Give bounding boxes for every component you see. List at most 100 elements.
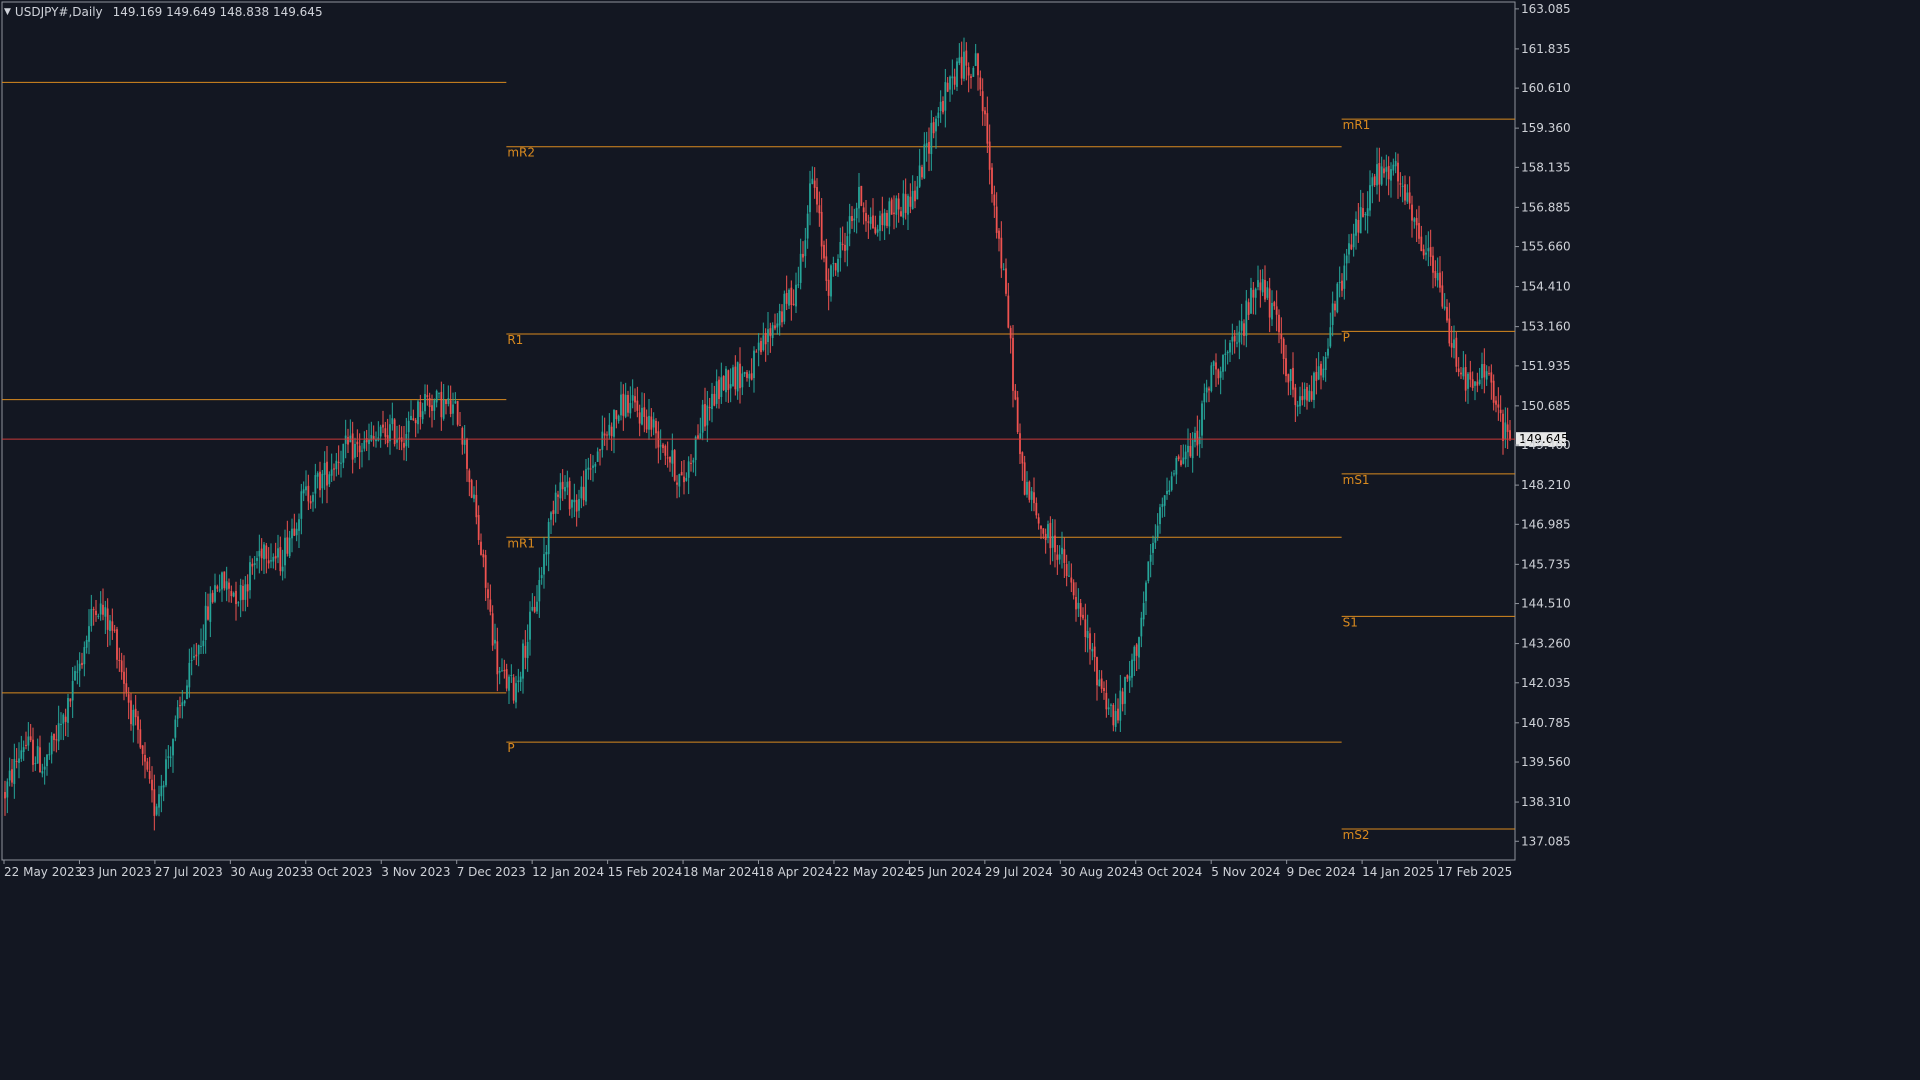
candle-body <box>1425 252 1427 255</box>
candle-body <box>165 759 167 786</box>
candle-body <box>120 660 123 673</box>
candle-body <box>1254 288 1257 298</box>
candle-body <box>1005 268 1007 294</box>
dropdown-triangle-icon[interactable]: ▼ <box>4 7 11 17</box>
candle-body <box>1373 176 1376 186</box>
candle-body <box>785 292 788 304</box>
candle-body <box>687 461 690 478</box>
candle-body <box>995 206 998 233</box>
candle-body <box>615 410 618 420</box>
candle-body <box>881 213 884 226</box>
candle-body <box>307 485 310 502</box>
candle-body <box>561 481 564 490</box>
candle-body <box>214 585 216 602</box>
y-tick-label: 142.035 <box>1521 676 1571 690</box>
candle-body <box>347 437 349 445</box>
candle-body <box>578 499 580 511</box>
candle-body <box>435 390 438 403</box>
candle-body <box>757 342 760 351</box>
candle-body <box>365 438 368 443</box>
candle-body <box>1133 646 1136 662</box>
candle-body <box>939 101 942 112</box>
candle-body <box>1058 554 1061 560</box>
candle-body <box>1086 630 1089 639</box>
candle-body <box>1180 460 1182 466</box>
level-label: mR1 <box>1343 118 1371 132</box>
candle-body <box>57 723 60 742</box>
candle-body <box>1000 237 1003 269</box>
candle-body <box>900 211 902 216</box>
candle-body <box>713 393 716 406</box>
candle-body <box>1072 582 1075 596</box>
candle-body <box>281 566 284 572</box>
candle-body <box>853 218 856 221</box>
candle-body <box>118 659 121 661</box>
candle-body <box>1474 381 1476 386</box>
candle-body <box>550 512 552 520</box>
candle-body <box>1205 387 1208 393</box>
candle-body <box>834 263 837 271</box>
candle-body <box>1201 403 1203 436</box>
candle-body <box>678 474 681 487</box>
candle-body <box>552 510 555 515</box>
candle-body <box>1404 184 1406 201</box>
candle-body <box>932 122 935 134</box>
x-tick-label: 18 Mar 2024 <box>683 865 759 879</box>
candle-body <box>960 56 963 79</box>
candle-body <box>1203 393 1206 403</box>
candle-body <box>67 698 69 723</box>
candle-body <box>1047 524 1049 538</box>
candle-body <box>1401 185 1404 187</box>
candle-body <box>662 444 664 449</box>
candle-body <box>489 599 492 612</box>
candle-body <box>1289 369 1292 382</box>
symbol-label: USDJPY#,Daily <box>14 5 103 19</box>
candle-body <box>1273 302 1276 307</box>
candle-body <box>414 419 417 424</box>
candle-body <box>393 419 396 445</box>
candle-body <box>636 400 639 411</box>
candle-body <box>309 501 312 504</box>
candle-body <box>1219 371 1222 378</box>
candle-body <box>652 419 655 428</box>
candle-body <box>1364 214 1367 216</box>
price-axis[interactable]: 163.085 161.835 160.610 159.360 158.135 156.8… <box>1515 2 1571 848</box>
candle-body <box>363 440 366 449</box>
y-tick-label: 156.885 <box>1521 200 1571 214</box>
candle-body <box>361 450 363 452</box>
x-tick-label: 3 Oct 2024 <box>1136 865 1203 879</box>
candle-body <box>928 141 930 154</box>
candle-body <box>1436 273 1439 281</box>
candle-body <box>113 629 116 631</box>
candle-body <box>137 716 139 730</box>
candle-body <box>193 656 195 658</box>
candle-body <box>76 671 79 673</box>
candle-body <box>895 198 898 215</box>
candle-body <box>522 643 524 679</box>
candle-body <box>1261 279 1264 293</box>
candle-body <box>879 215 881 231</box>
candle-body <box>792 303 795 305</box>
chart-header: ▼ USDJPY#,Daily 149.169 149.649 148.838 … <box>4 4 323 20</box>
candle-body <box>452 404 454 414</box>
candle-body <box>351 433 354 460</box>
y-tick-label: 144.510 <box>1521 597 1571 611</box>
candle-body <box>743 372 746 374</box>
candle-body <box>697 435 699 439</box>
candle-body <box>916 186 919 200</box>
candle-body <box>69 698 72 702</box>
candle-body <box>1194 432 1196 442</box>
candle-body <box>200 645 202 647</box>
candle-body <box>344 435 347 444</box>
candle-body <box>132 709 135 726</box>
candle-body <box>760 341 762 353</box>
candle-body <box>1341 280 1343 291</box>
candle-body <box>1352 233 1355 248</box>
candle-body <box>195 654 198 657</box>
candle-body <box>893 212 895 214</box>
candle-body <box>1187 445 1189 453</box>
